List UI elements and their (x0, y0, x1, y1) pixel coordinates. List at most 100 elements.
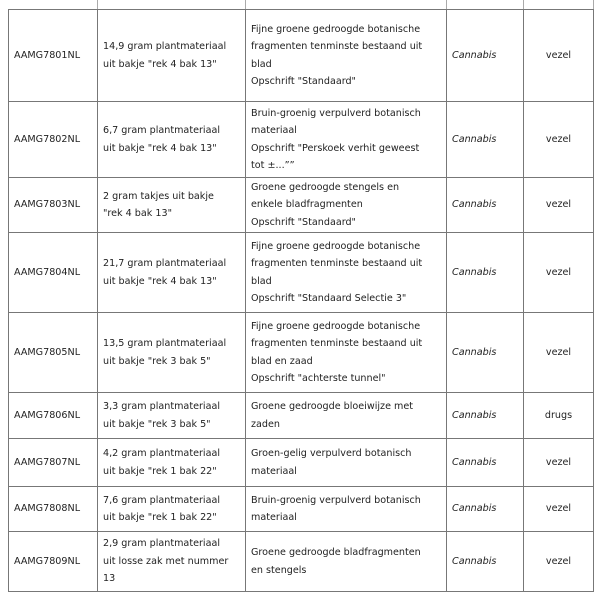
sample-id-cell: AAMG7802NL (8, 101, 98, 178)
species-cell: Cannabis (446, 101, 524, 178)
description-cell-line: Opschrift "Perskoek verhit geweest (251, 142, 420, 154)
description-cell-line: Groene gedroogde stengels en (251, 181, 400, 193)
description-cell: Groene gedroogde bladfragmenten en stenge… (245, 531, 447, 592)
type-cell: vezel (523, 9, 594, 102)
description-cell-line: Groene gedroogde bladfragmenten (251, 547, 421, 558)
sample-cell: 6,7 gram plantmateriaal uit bakje "rek 4 … (97, 101, 246, 178)
description-cell-line: materiaal (251, 125, 297, 136)
description-cell-line: Opschrift "achterste tunnel" (251, 373, 386, 384)
table-row: AAMG7807NL 4,2 gram plantmateriaal uit bak… (8, 438, 594, 487)
description-cell-line: enkele bladfragmenten (251, 199, 363, 211)
type-cell: vezel (523, 486, 594, 532)
sample-cell-line: 4,2 gram plantmateriaal (103, 448, 221, 459)
description-cell-line: blad (251, 58, 272, 70)
description-cell-line: Fijne groene gedroogde botanische (251, 240, 421, 252)
table-row: AAMG7808NL 7,6 gram plantmateriaal uit bak… (8, 486, 594, 532)
sample-id-cell: AAMG7804NL (8, 232, 98, 313)
table-row: AAMG7809NL 2,9 gram plantmateriaal uit los… (8, 531, 594, 592)
table-row: AAMG7801NL 14,9 gram plantmateriaal uit ba… (8, 9, 594, 102)
type-cell: vezel (523, 438, 594, 487)
table-row: AAMG7804NL 21,7 gram plantmateriaal uit ba… (8, 232, 594, 313)
species-cell: Cannabis (446, 9, 524, 102)
sample-table: AAMG7801NL 14,9 gram plantmateriaal uit ba… (8, 9, 594, 592)
species-cell: Cannabis (446, 531, 524, 592)
description-cell-line: materiaal (251, 465, 297, 477)
sample-cell-line: 7,6 gram plantmateriaal (103, 494, 221, 506)
description-cell-line: Bruin-groenig verpulverd botanisch (251, 107, 421, 119)
description-cell-line: Groene gedroogde bloeiwijze met (251, 401, 414, 412)
sample-cell: 14,9 gram plantmateriaal uit bakje "rek 4… (97, 9, 246, 102)
table-row: AAMG7805NL 13,5 gram plantmateriaal uit ba… (8, 312, 594, 393)
description-cell-line: Bruin-groenig verpulverd botanisch (251, 494, 421, 506)
table-row: AAMG7802NL 6,7 gram plantmateriaal uit bak… (8, 101, 594, 178)
type-cell: vezel (523, 531, 594, 592)
sample-cell-line: uit bakje "rek 1 bak 22" (103, 465, 217, 477)
description-cell-line: materiaal (251, 512, 297, 523)
description-cell-line: en stengels (251, 564, 307, 576)
sample-cell: 2,9 gram plantmateriaal uit losse zak met… (97, 531, 246, 592)
sample-cell-line: 13 (103, 573, 116, 585)
sample-cell: 7,6 gram plantmateriaal uit bakje "rek 1 … (97, 486, 246, 532)
description-cell-line: fragmenten tenminste bestaand uit (251, 258, 423, 269)
sample-cell-line: 14,9 gram plantmateriaal (103, 41, 227, 52)
description-cell: Bruin-groenig verpulverd botanisch materi… (245, 101, 447, 178)
description-cell-line: Fijne groene gedroogde botanische (251, 320, 421, 332)
sample-id-cell: AAMG7806NL (8, 392, 98, 439)
description-cell-line: tot ±...”” (251, 160, 295, 171)
sample-cell-line: uit losse zak met nummer (103, 555, 229, 567)
sample-cell-line: uit bakje "rek 1 bak 22" (103, 512, 217, 523)
sample-cell-line: 2,9 gram plantmateriaal (103, 538, 221, 550)
sample-cell-line: uit bakje "rek 4 bak 13" (103, 142, 217, 154)
sample-id-cell: AAMG7807NL (8, 438, 98, 487)
type-cell: vezel (523, 101, 594, 178)
sample-cell: 2 gram takjes uit bakje "rek 4 bak 13" (97, 177, 246, 233)
sample-cell-line: uit bakje "rek 4 bak 13" (103, 275, 217, 287)
description-cell: Fijne groene gedroogde botanische fragmen… (245, 312, 447, 393)
description-cell-line: fragmenten tenminste bestaand uit (251, 41, 423, 52)
sample-cell: 13,5 gram plantmateriaal uit bakje "rek 3… (97, 312, 246, 393)
species-cell: Cannabis (446, 232, 524, 313)
description-cell-line: zaden (251, 418, 280, 430)
sample-cell-line: 13,5 gram plantmateriaal (103, 338, 227, 349)
sample-cell-line: 2 gram takjes uit bakje (103, 190, 214, 202)
type-cell: vezel (523, 177, 594, 233)
type-cell: vezel (523, 312, 594, 393)
sample-cell-line: uit bakje "rek 3 bak 5" (103, 418, 211, 430)
sample-cell: 3,3 gram plantmateriaal uit bakje "rek 3 … (97, 392, 246, 439)
column-divider (97, 0, 98, 9)
description-cell-line: Fijne groene gedroogde botanische (251, 23, 421, 35)
table-row: AAMG7803NL 2 gram takjes uit bakje "rek 4 … (8, 177, 594, 233)
sample-cell-line: 6,7 gram plantmateriaal (103, 125, 221, 136)
sample-id-cell: AAMG7801NL (8, 9, 98, 102)
sample-cell: 21,7 gram plantmateriaal uit bakje "rek 4… (97, 232, 246, 313)
sample-cell-line: 3,3 gram plantmateriaal (103, 401, 221, 412)
type-cell: vezel (523, 232, 594, 313)
species-cell: Cannabis (446, 486, 524, 532)
species-cell: Cannabis (446, 312, 524, 393)
description-cell-line: Opschrift "Standaard" (251, 216, 356, 228)
type-cell: drugs (523, 392, 594, 439)
species-cell: Cannabis (446, 392, 524, 439)
description-cell-line: Opschrift "Standaard Selectie 3" (251, 293, 407, 304)
sample-cell: 4,2 gram plantmateriaal uit bakje "rek 1 … (97, 438, 246, 487)
sample-id-cell: AAMG7803NL (8, 177, 98, 233)
sample-cell-line: "rek 4 bak 13" (103, 208, 173, 219)
description-cell: Groene gedroogde stengels en enkele bladf… (245, 177, 447, 233)
description-cell-line: blad en zaad (251, 355, 313, 367)
description-cell: Groene gedroogde bloeiwijze met zaden (245, 392, 447, 439)
description-cell: Fijne groene gedroogde botanische fragmen… (245, 232, 447, 313)
description-cell-line: fragmenten tenminste bestaand uit (251, 338, 423, 349)
description-cell-line: blad (251, 275, 272, 287)
sample-id-cell: AAMG7805NL (8, 312, 98, 393)
sample-id-cell: AAMG7808NL (8, 486, 98, 532)
sample-cell-line: 21,7 gram plantmateriaal (103, 258, 227, 269)
description-cell: Groen-gelig verpulverd botanisch materiaa… (245, 438, 447, 487)
species-cell: Cannabis (446, 438, 524, 487)
column-divider (593, 0, 594, 9)
table-row: AAMG7806NL 3,3 gram plantmateriaal uit bak… (8, 392, 594, 439)
sample-id-cell: AAMG7809NL (8, 531, 98, 592)
description-cell: Fijne groene gedroogde botanische fragmen… (245, 9, 447, 102)
column-divider (245, 0, 246, 9)
description-cell-line: Groen-gelig verpulverd botanisch (251, 448, 412, 459)
sample-cell-line: uit bakje "rek 4 bak 13" (103, 58, 217, 70)
